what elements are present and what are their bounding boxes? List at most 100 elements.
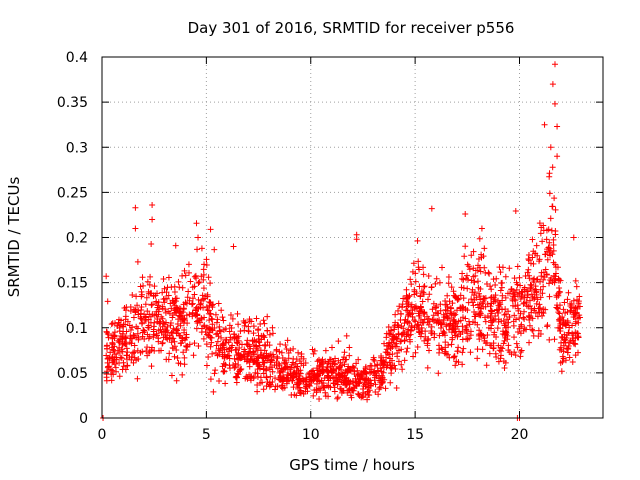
data-point <box>256 339 263 346</box>
data-point <box>138 306 145 313</box>
data-point <box>529 315 536 322</box>
data-point <box>420 283 427 290</box>
data-point <box>389 351 396 358</box>
data-point <box>484 339 491 346</box>
data-point <box>193 220 200 227</box>
data-point <box>508 286 515 293</box>
data-point <box>132 204 139 211</box>
data-point <box>148 363 155 370</box>
data-point <box>188 301 195 308</box>
data-point <box>403 331 410 338</box>
data-point <box>204 307 211 314</box>
data-point <box>556 285 563 292</box>
data-point <box>547 215 554 222</box>
data-point <box>145 349 152 356</box>
data-point <box>343 332 350 339</box>
data-point <box>414 237 421 244</box>
data-point <box>383 354 390 361</box>
data-point <box>475 255 482 262</box>
data-point <box>448 341 455 348</box>
data-point <box>198 297 205 304</box>
data-point <box>129 292 136 299</box>
data-point <box>255 326 262 333</box>
data-point <box>181 317 188 324</box>
data-point <box>105 331 112 338</box>
data-point <box>517 282 524 289</box>
data-point <box>207 311 214 318</box>
data-point <box>511 312 518 319</box>
data-point <box>512 316 519 323</box>
data-point <box>166 350 173 357</box>
data-point <box>546 190 553 197</box>
data-point <box>204 293 211 300</box>
data-point <box>430 312 437 319</box>
data-point <box>214 338 221 345</box>
data-point <box>379 374 386 381</box>
data-point <box>295 349 302 356</box>
data-point <box>173 310 180 317</box>
data-point <box>574 330 581 337</box>
data-point <box>237 366 244 373</box>
data-point <box>450 317 457 324</box>
data-point <box>543 236 550 243</box>
data-point <box>517 348 524 355</box>
data-point <box>398 346 405 353</box>
data-point <box>487 294 494 301</box>
data-point <box>186 341 193 348</box>
data-point <box>551 61 558 68</box>
data-point <box>442 332 449 339</box>
data-point <box>167 322 174 329</box>
data-point <box>486 270 493 277</box>
data-point <box>194 246 201 253</box>
data-point <box>467 349 474 356</box>
data-point <box>221 351 228 358</box>
data-point <box>481 245 488 252</box>
data-point <box>470 248 477 255</box>
data-point <box>195 234 202 241</box>
data-point <box>476 336 483 343</box>
data-point <box>495 316 502 323</box>
data-point <box>171 302 178 309</box>
data-point <box>468 252 475 259</box>
data-point <box>442 298 449 305</box>
data-point <box>264 313 271 320</box>
data-point <box>139 274 146 281</box>
data-point <box>438 320 445 327</box>
data-point <box>144 308 151 315</box>
data-point <box>163 319 170 326</box>
data-point <box>260 386 267 393</box>
data-point <box>473 294 480 301</box>
data-point <box>195 279 202 286</box>
data-point <box>400 295 407 302</box>
data-point <box>561 299 568 306</box>
data-point <box>220 360 227 367</box>
data-point <box>436 332 443 339</box>
data-point <box>124 318 131 325</box>
data-point <box>410 260 417 267</box>
data-point <box>166 310 173 317</box>
data-point <box>159 323 166 330</box>
data-point <box>406 292 413 299</box>
data-point <box>557 277 564 284</box>
data-point <box>189 300 196 307</box>
data-point <box>495 358 502 365</box>
data-point <box>378 368 385 375</box>
data-point <box>437 325 444 332</box>
data-point <box>403 348 410 355</box>
data-point <box>546 293 553 300</box>
data-point <box>249 338 256 345</box>
data-point <box>459 323 466 330</box>
data-point <box>576 312 583 319</box>
data-point <box>488 322 495 329</box>
data-point <box>448 329 455 336</box>
data-points <box>100 61 583 421</box>
data-point <box>150 292 157 299</box>
data-point <box>566 354 573 361</box>
data-point <box>459 361 466 368</box>
data-point <box>257 352 264 359</box>
data-point <box>134 347 141 354</box>
data-point <box>108 321 115 328</box>
data-point <box>161 285 168 292</box>
data-point <box>416 266 423 273</box>
